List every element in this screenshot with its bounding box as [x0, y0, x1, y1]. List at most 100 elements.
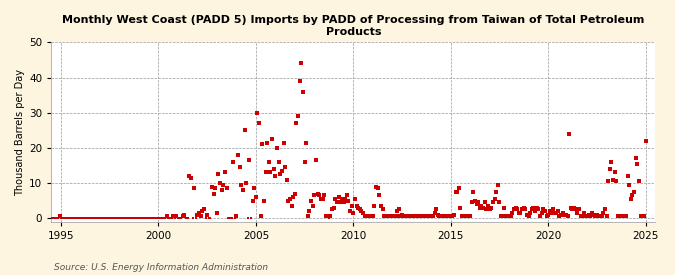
Point	[286, 204, 297, 208]
Point	[135, 216, 146, 220]
Point	[146, 216, 157, 220]
Point	[541, 214, 552, 219]
Point	[411, 214, 422, 219]
Point	[405, 214, 416, 219]
Point	[454, 186, 464, 191]
Point	[466, 200, 477, 205]
Point	[80, 216, 91, 220]
Point	[293, 114, 304, 119]
Point	[346, 204, 357, 208]
Point	[568, 205, 579, 210]
Point	[238, 188, 248, 192]
Point	[591, 213, 602, 217]
Point	[570, 207, 581, 211]
Point	[41, 216, 52, 220]
Point	[270, 174, 281, 178]
Point	[616, 214, 626, 219]
Point	[337, 197, 348, 201]
Point	[471, 202, 482, 206]
Point	[608, 177, 618, 182]
Point	[539, 209, 550, 213]
Point	[181, 216, 192, 220]
Point	[174, 216, 185, 220]
Point	[70, 216, 81, 220]
Point	[394, 207, 404, 211]
Point	[640, 139, 651, 143]
Point	[132, 216, 143, 220]
Point	[497, 214, 508, 219]
Point	[356, 209, 367, 213]
Point	[195, 214, 206, 219]
Point	[275, 172, 286, 177]
Point	[601, 214, 612, 219]
Point	[585, 214, 596, 219]
Point	[101, 216, 112, 220]
Point	[593, 214, 603, 219]
Point	[364, 214, 375, 219]
Point	[267, 137, 277, 141]
Point	[508, 207, 519, 211]
Point	[359, 214, 370, 219]
Point	[512, 207, 522, 211]
Point	[161, 214, 172, 219]
Point	[301, 140, 312, 145]
Point	[634, 179, 645, 183]
Point	[169, 216, 180, 220]
Title: Monthly West Coast (PADD 5) Imports by PADD of Processing from Taiwan of Total P: Monthly West Coast (PADD 5) Imports by P…	[62, 15, 645, 37]
Point	[362, 214, 373, 219]
Point	[217, 188, 227, 192]
Point	[302, 214, 313, 219]
Point	[265, 170, 276, 175]
Point	[281, 177, 292, 182]
Point	[440, 214, 451, 219]
Point	[215, 181, 225, 185]
Point	[606, 160, 617, 164]
Point	[599, 207, 610, 211]
Point	[184, 174, 194, 178]
Point	[299, 160, 310, 164]
Point	[463, 214, 474, 219]
Point	[637, 214, 647, 219]
Point	[115, 216, 126, 220]
Point	[43, 216, 53, 220]
Point	[51, 216, 61, 220]
Point	[622, 174, 633, 178]
Point	[575, 214, 586, 219]
Point	[239, 128, 250, 133]
Point	[314, 193, 325, 197]
Point	[392, 209, 402, 213]
Point	[587, 211, 597, 215]
Point	[535, 214, 545, 219]
Point	[278, 140, 289, 145]
Point	[130, 216, 141, 220]
Point	[90, 216, 101, 220]
Point	[323, 216, 334, 220]
Point	[450, 190, 461, 194]
Point	[427, 214, 438, 219]
Point	[342, 193, 352, 197]
Point	[366, 214, 377, 219]
Point	[263, 160, 274, 164]
Point	[59, 216, 70, 220]
Point	[247, 199, 258, 203]
Point	[46, 216, 57, 220]
Point	[47, 216, 58, 220]
Point	[210, 186, 221, 191]
Point	[507, 211, 518, 215]
Point	[468, 190, 479, 194]
Point	[83, 216, 94, 220]
Point	[187, 216, 198, 220]
Point	[91, 216, 102, 220]
Point	[626, 197, 637, 201]
Point	[53, 216, 63, 220]
Point	[426, 214, 437, 219]
Point	[400, 214, 410, 219]
Point	[117, 216, 128, 220]
Point	[167, 214, 178, 219]
Point	[143, 216, 154, 220]
Point	[632, 161, 643, 166]
Point	[489, 197, 500, 201]
Point	[95, 216, 105, 220]
Point	[528, 205, 539, 210]
Text: Source: U.S. Energy Information Administration: Source: U.S. Energy Information Administ…	[54, 263, 268, 272]
